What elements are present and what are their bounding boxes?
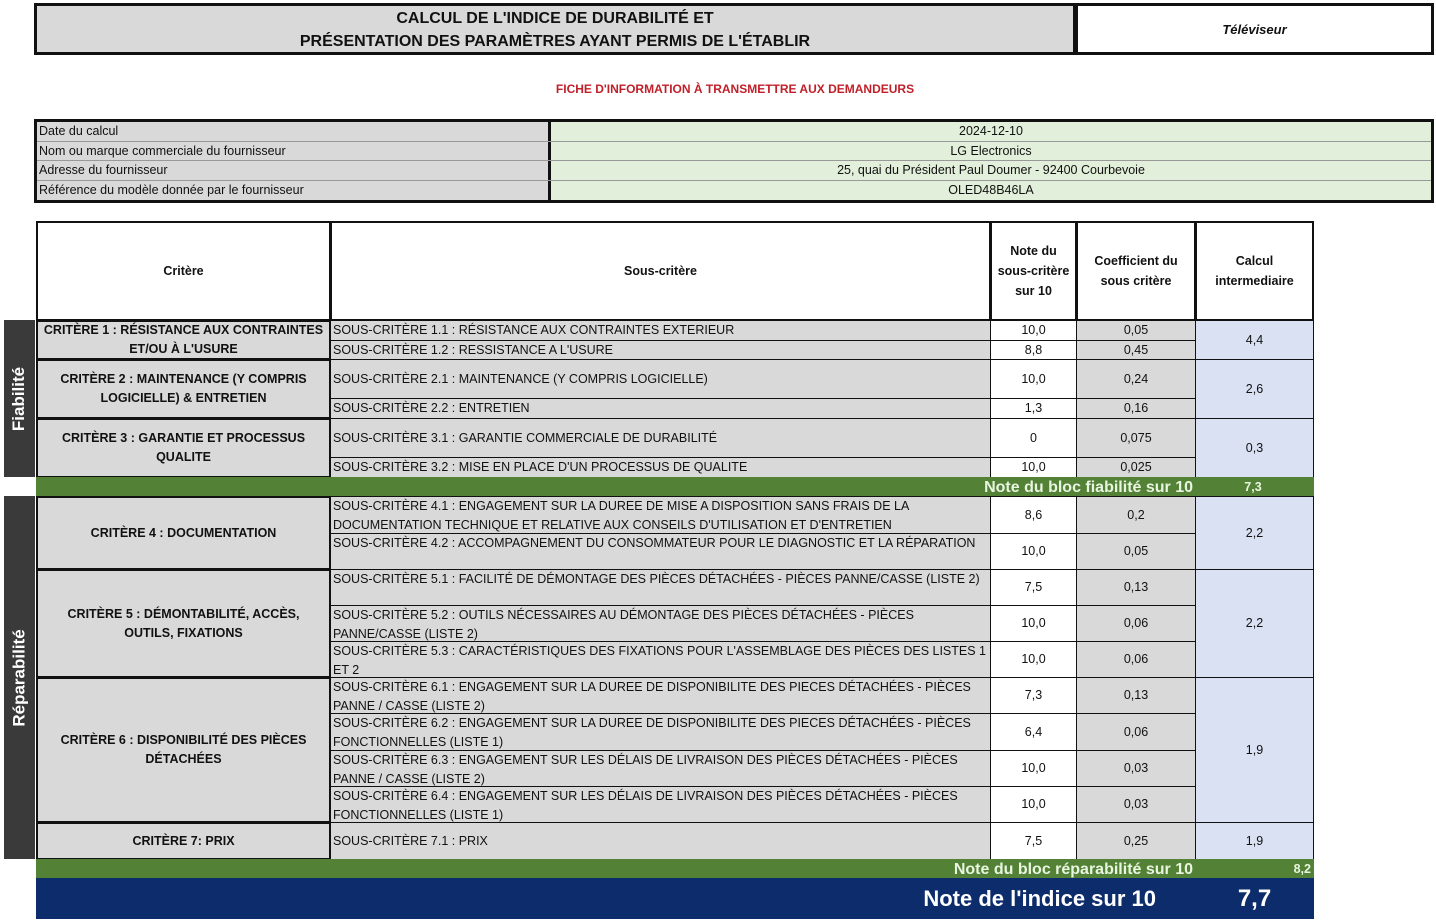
sub-criterion-note: 7,5 xyxy=(990,569,1077,606)
info-table: Date du calcul 2024-12-10 Nom ou marque co… xyxy=(34,119,1434,203)
info-label: Date du calcul xyxy=(37,122,551,141)
column-header: Note du sous-critère sur 10 xyxy=(990,221,1077,321)
sub-criterion-label: SOUS-CRITÈRE 6.4 : ENGAGEMENT SUR LES DÉ… xyxy=(330,786,991,823)
sub-criterion-note: 7,5 xyxy=(990,822,1077,860)
info-value: LG Electronics xyxy=(551,141,1431,160)
info-value: OLED48B46LA xyxy=(551,180,1431,200)
sub-criterion-label: SOUS-CRITÈRE 4.1 : ENGAGEMENT SUR LA DUR… xyxy=(330,496,991,534)
info-label: Adresse du fournisseur xyxy=(37,161,551,180)
sub-criterion-note: 1,3 xyxy=(990,398,1077,419)
block-label: Fiabilité xyxy=(4,320,35,477)
sub-criterion-coef: 0,05 xyxy=(1076,320,1196,341)
info-label: Référence du modèle donnée par le fourni… xyxy=(37,180,551,200)
intermediate-calc: 2,2 xyxy=(1195,569,1314,678)
block-total-value: 8,2 xyxy=(1195,859,1314,879)
sub-criterion-note: 6,4 xyxy=(990,713,1077,751)
sub-criterion-note: 10,0 xyxy=(990,750,1077,787)
sub-criterion-coef: 0,025 xyxy=(1076,457,1196,478)
column-header: Critère xyxy=(36,221,331,321)
title-line-1: CALCUL DE L'INDICE DE DURABILITÉ ET xyxy=(396,10,714,27)
criterion-label: CRITÈRE 7: PRIX xyxy=(36,822,331,860)
sub-criterion-label: SOUS-CRITÈRE 4.2 : ACCOMPAGNEMENT DU CON… xyxy=(330,533,991,570)
sub-criterion-label: SOUS-CRITÈRE 6.1 : ENGAGEMENT SUR LA DUR… xyxy=(330,677,991,714)
intermediate-calc: 1,9 xyxy=(1195,822,1314,860)
sub-criterion-label: SOUS-CRITÈRE 3.1 : GARANTIE COMMERCIALE … xyxy=(330,418,991,458)
subtitle: FICHE D'INFORMATION À TRANSMETTRE AUX DE… xyxy=(555,82,915,96)
sub-criterion-note: 10,0 xyxy=(990,320,1077,341)
sub-criterion-coef: 0,03 xyxy=(1076,750,1196,787)
info-row: Date du calcul 2024-12-10 xyxy=(37,122,1431,142)
sub-criterion-note: 10,0 xyxy=(990,359,1077,399)
info-row: Référence du modèle donnée par le fourni… xyxy=(37,180,1431,200)
criterion-label: CRITÈRE 4 : DOCUMENTATION xyxy=(36,496,331,570)
sub-criterion-label: SOUS-CRITÈRE 3.2 : MISE EN PLACE D'UN PR… xyxy=(330,457,991,478)
info-value: 25, quai du Président Paul Doumer - 9240… xyxy=(551,161,1431,180)
sub-criterion-note: 7,3 xyxy=(990,677,1077,714)
final-index-label: Note de l'indice sur 10 xyxy=(36,878,1196,919)
sub-criterion-note: 10,0 xyxy=(990,786,1077,823)
sub-criterion-note: 0 xyxy=(990,418,1077,458)
criterion-label: CRITÈRE 1 : RÉSISTANCE AUX CONTRAINTES E… xyxy=(36,320,331,360)
info-value: 2024-12-10 xyxy=(551,122,1431,141)
column-header: Sous-critère xyxy=(330,221,991,321)
sub-criterion-label: SOUS-CRITÈRE 1.1 : RÉSISTANCE AUX CONTRA… xyxy=(330,320,991,341)
sub-criterion-note: 10,0 xyxy=(990,641,1077,678)
sub-criterion-coef: 0,25 xyxy=(1076,822,1196,860)
intermediate-calc: 4,4 xyxy=(1195,320,1314,360)
sub-criterion-label: SOUS-CRITÈRE 6.2 : ENGAGEMENT SUR LA DUR… xyxy=(330,713,991,751)
sub-criterion-label: SOUS-CRITÈRE 5.1 : FACILITÉ DE DÉMONTAGE… xyxy=(330,569,991,606)
intermediate-calc: 0,3 xyxy=(1195,418,1314,478)
sub-criterion-coef: 0,45 xyxy=(1076,340,1196,360)
sub-criterion-coef: 0,075 xyxy=(1076,418,1196,458)
sub-criterion-note: 8,8 xyxy=(990,340,1077,360)
criterion-label: CRITÈRE 5 : DÉMONTABILITÉ, ACCÈS, OUTILS… xyxy=(36,569,331,678)
sub-criterion-note: 10,0 xyxy=(990,457,1077,478)
sub-criterion-coef: 0,24 xyxy=(1076,359,1196,399)
intermediate-calc: 2,2 xyxy=(1195,496,1314,570)
sub-criterion-label: SOUS-CRITÈRE 6.3 : ENGAGEMENT SUR LES DÉ… xyxy=(330,750,991,787)
criterion-label: CRITÈRE 2 : MAINTENANCE (Y COMPRIS LOGIC… xyxy=(36,359,331,419)
info-row: Nom ou marque commerciale du fournisseur… xyxy=(37,141,1431,161)
sub-criterion-label: SOUS-CRITÈRE 2.2 : ENTRETIEN xyxy=(330,398,991,419)
sub-criterion-coef: 0,06 xyxy=(1076,713,1196,751)
sub-criterion-note: 10,0 xyxy=(990,605,1077,642)
block-total-value: 7,3 xyxy=(1195,477,1314,497)
sub-criterion-coef: 0,05 xyxy=(1076,533,1196,570)
sub-criterion-coef: 0,13 xyxy=(1076,677,1196,714)
sub-criterion-note: 8,6 xyxy=(990,496,1077,534)
sub-criterion-coef: 0,03 xyxy=(1076,786,1196,823)
column-header: Calcul intermediaire xyxy=(1195,221,1314,321)
sub-criterion-label: SOUS-CRITÈRE 7.1 : PRIX xyxy=(330,822,991,860)
column-header: Coefficient du sous critère xyxy=(1076,221,1196,321)
intermediate-calc: 2,6 xyxy=(1195,359,1314,419)
block-label: Réparabilité xyxy=(4,496,35,859)
title-line-2: PRÉSENTATION DES PARAMÈTRES AYANT PERMIS… xyxy=(299,33,811,50)
sub-criterion-note: 10,0 xyxy=(990,533,1077,570)
info-row: Adresse du fournisseur 25, quai du Présid… xyxy=(37,161,1431,181)
sub-criterion-coef: 0,06 xyxy=(1076,641,1196,678)
product-category: Téléviseur xyxy=(1075,3,1434,55)
sub-criterion-coef: 0,06 xyxy=(1076,605,1196,642)
criterion-label: CRITÈRE 6 : DISPONIBILITÉ DES PIÈCES DÉT… xyxy=(36,677,331,823)
block-total-label: Note du bloc réparabilité sur 10 xyxy=(36,859,1196,879)
sub-criterion-coef: 0,2 xyxy=(1076,496,1196,534)
intermediate-calc: 1,9 xyxy=(1195,677,1314,823)
sub-criterion-coef: 0,16 xyxy=(1076,398,1196,419)
sub-criterion-label: SOUS-CRITÈRE 2.1 : MAINTENANCE (Y COMPRI… xyxy=(330,359,991,399)
sub-criterion-label: SOUS-CRITÈRE 5.3 : CARACTÉRISTIQUES DES … xyxy=(330,641,991,678)
sub-criterion-coef: 0,13 xyxy=(1076,569,1196,606)
criterion-label: CRITÈRE 3 : GARANTIE ET PROCESSUS QUALIT… xyxy=(36,418,331,478)
sub-criterion-label: SOUS-CRITÈRE 5.2 : OUTILS NÉCESSAIRES AU… xyxy=(330,605,991,642)
document-title: CALCUL DE L'INDICE DE DURABILITÉ ET PRÉS… xyxy=(34,3,1076,55)
final-index-value: 7,7 xyxy=(1195,878,1314,919)
block-total-label: Note du bloc fiabilité sur 10 xyxy=(36,477,1196,497)
info-label: Nom ou marque commerciale du fournisseur xyxy=(37,141,551,160)
sub-criterion-label: SOUS-CRITÈRE 1.2 : RESSISTANCE A L'USURE xyxy=(330,340,991,360)
